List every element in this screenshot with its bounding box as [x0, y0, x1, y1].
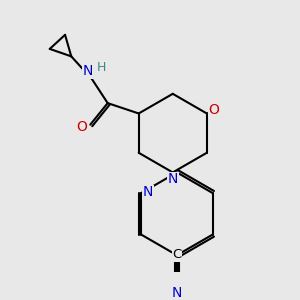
Text: N: N — [168, 172, 178, 187]
Text: N: N — [143, 185, 153, 199]
Text: N: N — [172, 286, 182, 300]
Text: O: O — [208, 103, 219, 117]
Text: C: C — [172, 248, 182, 261]
Text: O: O — [76, 120, 87, 134]
Text: H: H — [96, 61, 106, 74]
Text: N: N — [82, 64, 93, 78]
